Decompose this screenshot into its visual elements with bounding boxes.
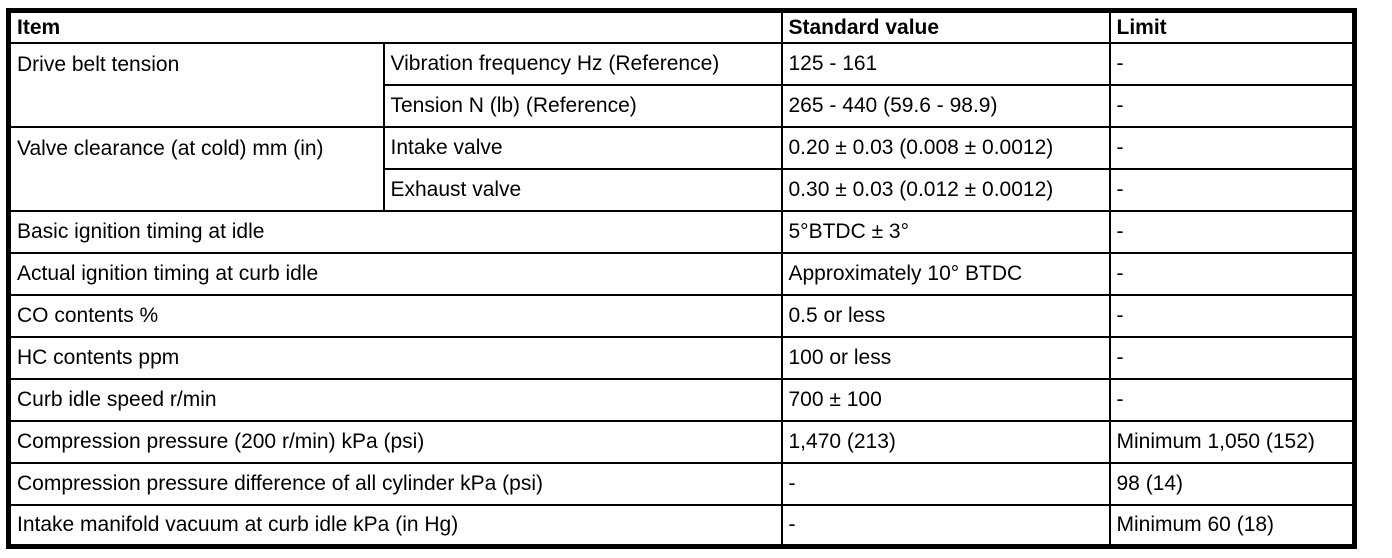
item-cell: HC contents ppm bbox=[7, 335, 783, 380]
table-row: Drive belt tension Vibration frequency H… bbox=[7, 41, 1356, 128]
standard-value-cell: - bbox=[780, 461, 1111, 506]
limit-cell: - bbox=[1108, 335, 1356, 380]
header-standard-value: Standard value bbox=[780, 9, 1111, 44]
item-cell: CO contents % bbox=[7, 293, 783, 338]
spec-table: Item Standard value Limit Drive belt ten… bbox=[6, 8, 1357, 549]
limit-cell: Minimum 60 (18) bbox=[1108, 503, 1356, 548]
limit-cell: 98 (14) bbox=[1108, 461, 1356, 506]
standard-value-cell: 125 - 161 bbox=[780, 41, 1111, 86]
limit-cell: - bbox=[1108, 167, 1356, 212]
table-row: Exhaust valve 0.30 ± 0.03 (0.012 ± 0.001… bbox=[9, 167, 1356, 212]
standard-value-cell: 1,470 (213) bbox=[780, 419, 1111, 464]
limit-cell: - bbox=[1108, 209, 1356, 254]
table-row: HC contents ppm 100 or less - bbox=[7, 335, 1356, 380]
table-row: Compression pressure (200 r/min) kPa (ps… bbox=[7, 419, 1356, 464]
table-row: Valve clearance (at cold) mm (in) Intake… bbox=[7, 125, 1356, 212]
sub-item-cell: Vibration frequency Hz (Reference) bbox=[382, 41, 783, 86]
table-row: Compression pressure difference of all c… bbox=[7, 461, 1356, 506]
item-cell: Compression pressure (200 r/min) kPa (ps… bbox=[7, 419, 783, 464]
sub-item-cell: Exhaust valve bbox=[382, 167, 783, 212]
table-row: Intake manifold vacuum at curb idle kPa … bbox=[7, 503, 1356, 548]
standard-value-cell: Approximately 10° BTDC bbox=[780, 251, 1111, 296]
standard-value-cell: 100 or less bbox=[780, 335, 1111, 380]
standard-value-cell: 265 - 440 (59.6 - 98.9) bbox=[780, 83, 1111, 128]
standard-value-cell: 5°BTDC ± 3° bbox=[780, 209, 1111, 254]
table-row: Actual ignition timing at curb idle Appr… bbox=[7, 251, 1356, 296]
item-cell: Valve clearance (at cold) mm (in) bbox=[7, 125, 385, 212]
table-row: Tension N (lb) (Reference) 265 - 440 (59… bbox=[9, 83, 1356, 128]
table-row: Curb idle speed r/min 700 ± 100 - bbox=[7, 377, 1356, 422]
standard-value-cell: - bbox=[780, 503, 1111, 548]
standard-value-cell: 0.20 ± 0.03 (0.008 ± 0.0012) bbox=[780, 125, 1111, 170]
item-cell: Drive belt tension bbox=[7, 41, 385, 128]
header-limit: Limit bbox=[1108, 9, 1356, 44]
sub-item-cell: Intake valve bbox=[382, 125, 783, 170]
standard-value-cell: 0.5 or less bbox=[780, 293, 1111, 338]
limit-cell: - bbox=[1108, 83, 1356, 128]
header-item: Item bbox=[7, 9, 783, 44]
sub-item-cell: Tension N (lb) (Reference) bbox=[382, 83, 783, 128]
table-header-row: Item Standard value Limit bbox=[7, 9, 1356, 44]
table-row: CO contents % 0.5 or less - bbox=[7, 293, 1356, 338]
item-cell: Compression pressure difference of all c… bbox=[7, 461, 783, 506]
table-row: Basic ignition timing at idle 5°BTDC ± 3… bbox=[7, 209, 1356, 254]
limit-cell: Minimum 1,050 (152) bbox=[1108, 419, 1356, 464]
standard-value-cell: 0.30 ± 0.03 (0.012 ± 0.0012) bbox=[780, 167, 1111, 212]
item-cell: Basic ignition timing at idle bbox=[7, 209, 783, 254]
item-cell: Intake manifold vacuum at curb idle kPa … bbox=[7, 503, 783, 548]
limit-cell: - bbox=[1108, 41, 1356, 86]
item-cell: Curb idle speed r/min bbox=[7, 377, 783, 422]
standard-value-cell: 700 ± 100 bbox=[780, 377, 1111, 422]
limit-cell: - bbox=[1108, 293, 1356, 338]
item-cell: Actual ignition timing at curb idle bbox=[7, 251, 783, 296]
limit-cell: - bbox=[1108, 251, 1356, 296]
limit-cell: - bbox=[1108, 125, 1356, 170]
limit-cell: - bbox=[1108, 377, 1356, 422]
